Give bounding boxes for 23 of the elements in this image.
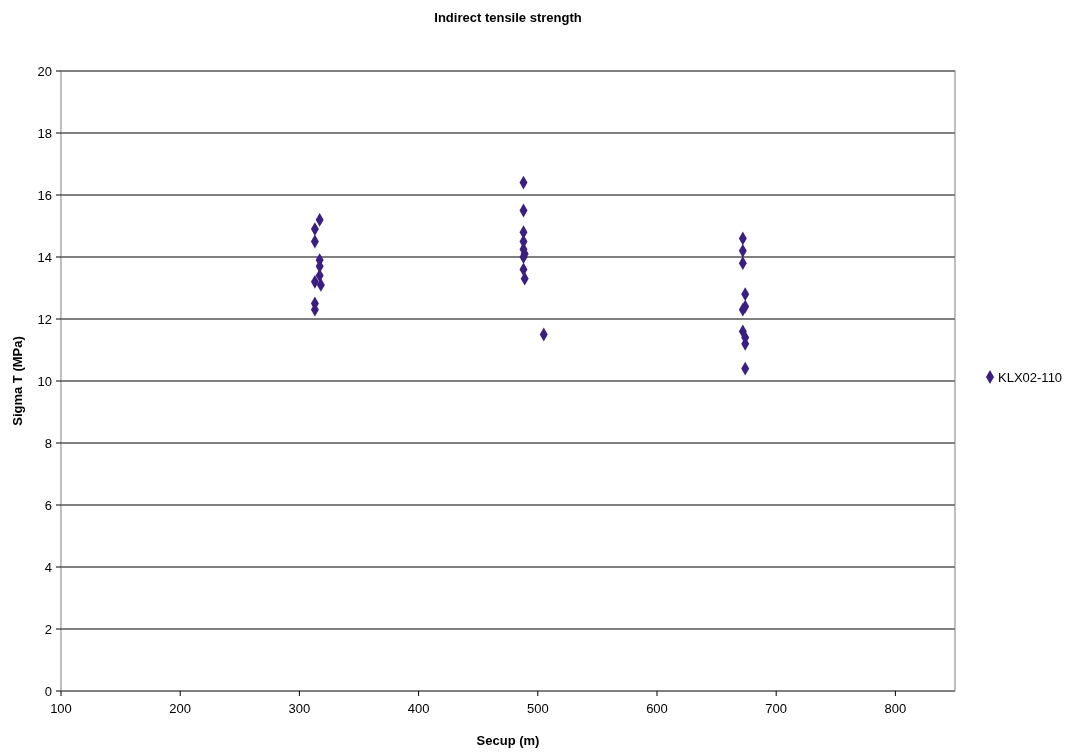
x-tick-label: 600: [646, 701, 668, 716]
x-tick-label: 200: [169, 701, 192, 716]
y-tick-label: 8: [44, 435, 52, 451]
y-tick-label: 18: [37, 125, 52, 141]
x-tick-label: 800: [884, 701, 907, 716]
x-axis-title: Secup (m): [476, 733, 540, 748]
y-tick-label: 2: [44, 621, 52, 637]
y-tick-label: 20: [37, 63, 52, 79]
chart-title: Indirect tensile strength: [434, 10, 582, 25]
x-tick-label: 700: [765, 701, 788, 716]
x-tick-label: 300: [288, 701, 311, 716]
y-tick-label: 12: [37, 311, 52, 327]
y-tick-label: 0: [44, 683, 52, 699]
y-tick-label: 16: [37, 187, 52, 203]
y-tick-label: 6: [44, 497, 52, 513]
x-tick-label: 100: [50, 701, 72, 716]
x-tick-label: 500: [526, 701, 549, 716]
y-tick-label: 10: [37, 373, 52, 389]
y-tick-label: 14: [37, 249, 52, 265]
legend-label: KLX02-110: [998, 370, 1063, 385]
y-axis-title: Sigma T (MPa): [10, 336, 25, 426]
y-tick-label: 4: [44, 559, 52, 575]
x-tick-label: 400: [407, 701, 430, 716]
